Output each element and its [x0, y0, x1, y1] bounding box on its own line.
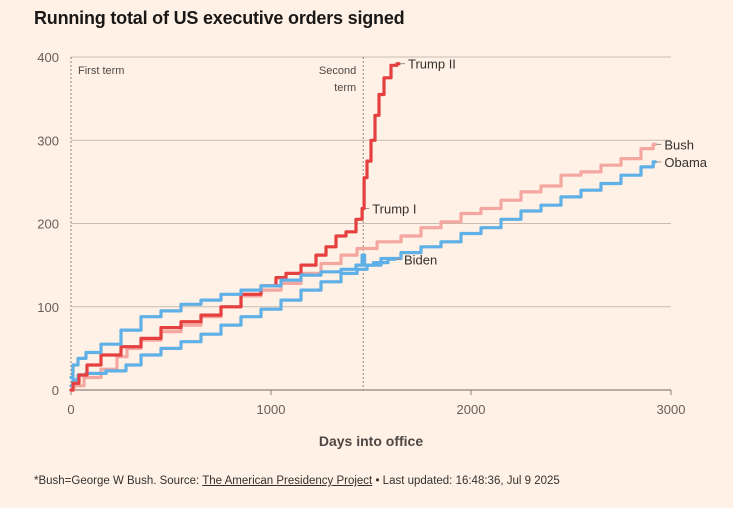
- y-tick-label: 100: [37, 300, 59, 315]
- y-tick-label: 300: [37, 133, 59, 148]
- annotation-second-term: Second: [319, 65, 356, 77]
- x-tick-label: 1000: [257, 402, 286, 417]
- x-tick-label: 3000: [657, 402, 686, 417]
- series-label-bush: Bush: [664, 137, 694, 152]
- series-line-biden: [69, 253, 397, 380]
- series-label-trump-i: Trump I: [372, 202, 416, 217]
- annotation-second-term-line2: term: [334, 82, 356, 94]
- series-line-bush: [69, 142, 657, 392]
- y-tick-label: 400: [37, 50, 59, 65]
- y-tick-label: 200: [37, 217, 59, 232]
- x-tick-label: 0: [67, 402, 74, 417]
- x-axis-label: Days into office: [319, 433, 423, 449]
- chart-footer: *Bush=George W Bush. Source: The America…: [34, 475, 560, 487]
- series-line-obama: [69, 160, 657, 388]
- series-label-obama: Obama: [664, 155, 707, 170]
- series-line-trump-i: [69, 206, 365, 392]
- series-label-biden: Biden: [404, 252, 437, 267]
- series-line-trump-ii: [361, 62, 401, 211]
- chart-title: Running total of US executive orders sig…: [34, 8, 405, 28]
- x-tick-label: 2000: [457, 402, 486, 417]
- y-tick-label: 0: [52, 383, 59, 398]
- footer-note: *Bush=George W Bush. Source:: [34, 475, 203, 487]
- footer-updated: • Last updated: 16:48:36, Jul 9 2025: [372, 475, 560, 487]
- series-label-trump-ii: Trump II: [408, 57, 456, 72]
- annotation-first-term: First term: [78, 65, 124, 77]
- source-link[interactable]: The American Presidency Project: [202, 475, 373, 487]
